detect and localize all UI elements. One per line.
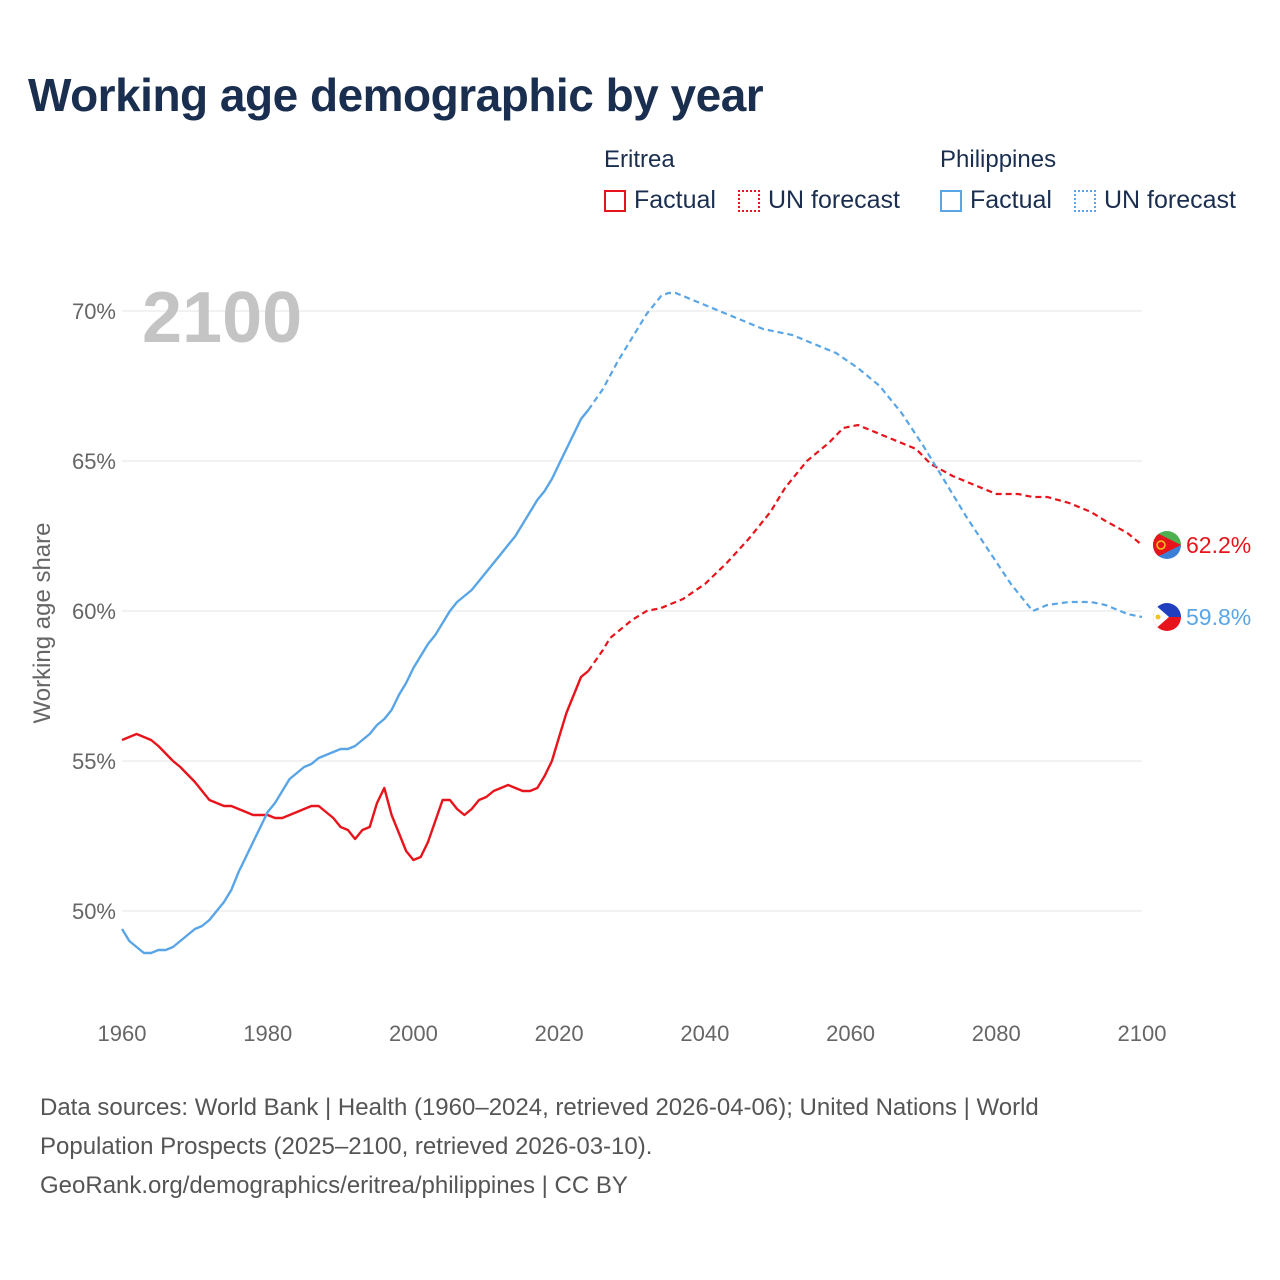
x-tick-label: 2100 <box>1118 1021 1167 1046</box>
legend-swatch-solid <box>604 189 626 212</box>
y-axis-label: Working age share <box>29 523 56 724</box>
legend-group-philippines: Philippines <box>940 146 1057 173</box>
legend-label: Factual <box>634 186 716 214</box>
philippines-end-value-label: 59.8% <box>1186 604 1251 630</box>
x-axis-ticks: 1960 1980 2000 2020 2040 2060 2080 2100 <box>98 1021 1167 1046</box>
line-chart: 2100 50% 55% 60% 65% 70% 1960 1980 2000 2020 204… <box>29 278 1251 1046</box>
eritrea-end-value-label: 62.2% <box>1186 532 1251 558</box>
legend-philippines-forecast[interactable]: UN forecast <box>1074 186 1236 215</box>
gridlines <box>122 310 1142 912</box>
year-display: 2100 <box>142 278 302 358</box>
legend-group-eritrea: Eritrea <box>604 146 675 173</box>
philippines-factual-line[interactable] <box>120 409 590 955</box>
legend-swatch-dotted <box>1074 189 1096 212</box>
philippines-forecast-line[interactable] <box>587 291 1143 619</box>
x-tick-label: 2080 <box>972 1021 1021 1046</box>
philippines-flag-icon <box>1153 603 1181 631</box>
y-tick-label: 55% <box>72 749 116 774</box>
eritrea-factual-line[interactable] <box>121 670 590 862</box>
x-tick-label: 1980 <box>243 1021 292 1046</box>
legend-swatch-solid <box>940 189 962 212</box>
y-axis-ticks: 50% 55% 60% 65% 70% <box>72 299 116 924</box>
eritrea-forecast-line[interactable] <box>587 423 1143 672</box>
series-lines <box>120 291 1143 955</box>
x-tick-label: 2020 <box>535 1021 584 1046</box>
legend-label: UN forecast <box>768 186 900 214</box>
footer-line-3[interactable]: GeoRank.org/demographics/eritrea/philipp… <box>40 1172 628 1199</box>
legend-label: UN forecast <box>1104 186 1236 214</box>
legend-swatch-dotted <box>738 189 760 212</box>
chart-title: Working age demographic by year <box>28 69 764 121</box>
legend-label: Factual <box>970 186 1052 214</box>
y-tick-label: 70% <box>72 299 116 324</box>
eritrea-flag-icon <box>1153 531 1181 559</box>
y-tick-label: 60% <box>72 599 116 624</box>
footer-line-2: Population Prospects (2025–2100, retriev… <box>40 1133 653 1160</box>
legend-eritrea-factual[interactable]: Factual <box>604 186 716 215</box>
footer: Data sources: World Bank | Health (1960–… <box>40 1088 1220 1205</box>
legend-eritrea-forecast[interactable]: UN forecast <box>738 186 900 215</box>
footer-line-1: Data sources: World Bank | Health (1960–… <box>40 1094 1039 1121</box>
end-markers: 62.2% 59.8% <box>1153 531 1251 631</box>
y-tick-label: 65% <box>72 449 116 474</box>
legend-philippines-factual[interactable]: Factual <box>940 186 1052 215</box>
x-tick-label: 2000 <box>389 1021 438 1046</box>
x-tick-label: 2060 <box>826 1021 875 1046</box>
x-tick-label: 1960 <box>98 1021 147 1046</box>
x-tick-label: 2040 <box>680 1021 729 1046</box>
y-tick-label: 50% <box>72 899 116 924</box>
